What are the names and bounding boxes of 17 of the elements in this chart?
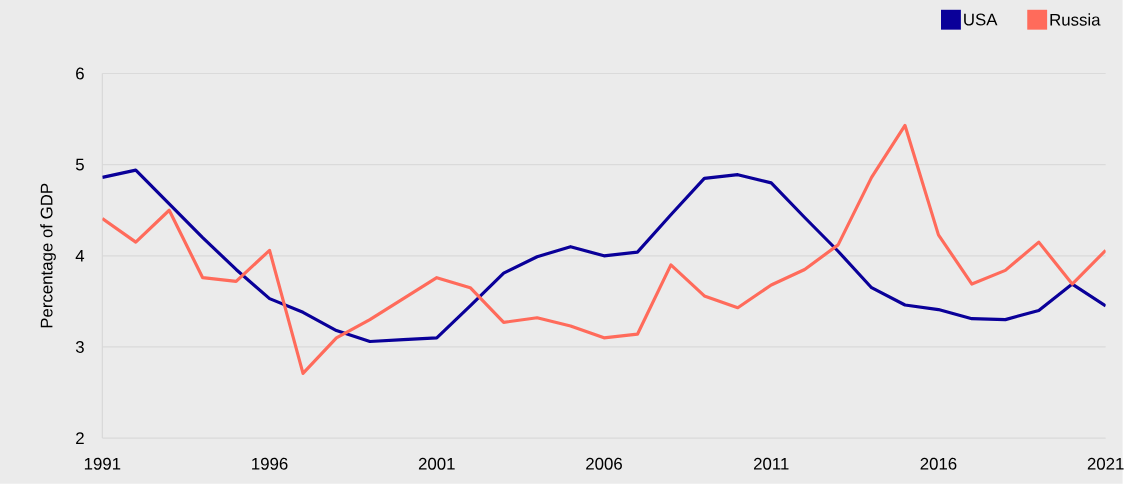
y-tick-label: 2: [76, 432, 84, 445]
x-tick-label: 2006: [586, 457, 622, 470]
legend-label: Russia: [1050, 13, 1101, 26]
legend-label: USA: [964, 13, 998, 26]
x-tick-label: 2001: [418, 457, 455, 470]
y-tick-label: 5: [75, 158, 84, 171]
x-tick-label: 1996: [252, 457, 288, 470]
x-tick-label: 2016: [920, 457, 957, 470]
y-tick-label: 3: [75, 341, 84, 354]
line-series: [102, 123, 1106, 376]
y-tick-label: 6: [76, 67, 84, 80]
x-tick-label: 1991: [84, 457, 121, 470]
y-tick-label: 4: [75, 250, 85, 262]
line-series: [102, 168, 1106, 344]
x-tick-label: 2021: [1087, 457, 1124, 470]
y-axis-title: Percentage of GDP: [40, 183, 56, 328]
x-tick-label: 2011: [753, 457, 789, 470]
